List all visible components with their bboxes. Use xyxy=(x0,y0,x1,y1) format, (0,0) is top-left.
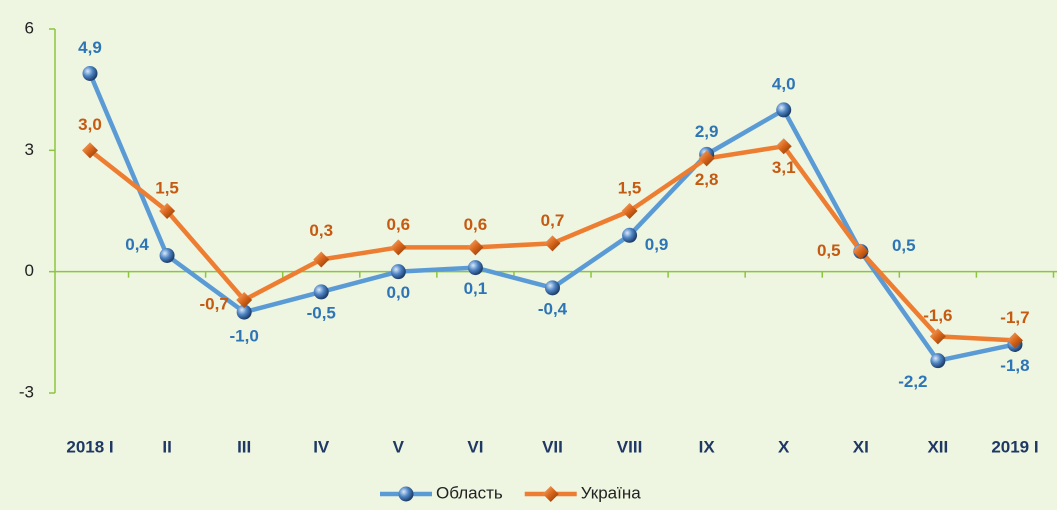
y-tick-label: 0 xyxy=(25,261,34,280)
data-label: -1,8 xyxy=(1000,356,1029,375)
data-label: 0,6 xyxy=(464,215,488,234)
point xyxy=(236,304,252,320)
data-label: 4,0 xyxy=(772,74,796,93)
data-label: 0,6 xyxy=(386,215,410,234)
data-label: 1,5 xyxy=(155,178,179,197)
data-label: 0,1 xyxy=(464,279,488,298)
point xyxy=(313,251,330,268)
point xyxy=(622,227,638,243)
x-tick-label: XI xyxy=(853,437,869,456)
point xyxy=(929,328,946,345)
data-label: -1,0 xyxy=(230,327,259,346)
x-tick-label: VIII xyxy=(617,437,643,456)
point xyxy=(313,284,329,300)
point xyxy=(390,264,406,280)
data-label: -0,4 xyxy=(538,299,568,318)
data-label: 0,7 xyxy=(541,211,565,230)
data-label: 0,9 xyxy=(645,235,669,254)
x-tick-label: VII xyxy=(542,437,563,456)
x-tick-label: X xyxy=(778,437,790,456)
data-label: 4,9 xyxy=(78,38,102,57)
point xyxy=(467,239,484,256)
point xyxy=(390,239,407,256)
data-label: 0,5 xyxy=(817,241,841,260)
point xyxy=(398,486,414,502)
data-label: 1,5 xyxy=(618,178,642,197)
x-tick-label: 2019 I xyxy=(991,437,1038,456)
x-tick-label: II xyxy=(162,437,171,456)
point xyxy=(159,203,176,219)
data-label: 0,5 xyxy=(892,236,916,255)
legend-label: Україна xyxy=(581,483,641,502)
point xyxy=(698,150,715,167)
point xyxy=(621,203,638,219)
data-label: -2,2 xyxy=(898,372,927,391)
x-tick-label: III xyxy=(237,437,251,456)
point xyxy=(930,353,946,369)
point xyxy=(544,235,561,252)
point xyxy=(776,102,792,118)
point xyxy=(82,142,98,159)
point xyxy=(236,291,253,308)
data-label: 2,8 xyxy=(695,170,719,189)
point xyxy=(467,260,483,276)
x-tick-label: VI xyxy=(467,437,483,456)
data-label: 0,0 xyxy=(386,283,410,302)
data-label: -1,6 xyxy=(923,306,952,325)
point xyxy=(1006,332,1023,349)
data-label: -0,7 xyxy=(200,294,229,313)
point xyxy=(775,138,792,155)
point xyxy=(159,247,175,263)
point xyxy=(542,486,559,502)
data-label: 3,1 xyxy=(772,158,796,177)
point xyxy=(544,280,560,296)
y-tick-label: 6 xyxy=(25,18,34,37)
x-tick-label: 2018 I xyxy=(66,437,113,456)
y-tick-label: 3 xyxy=(25,140,34,159)
x-tick-label: IV xyxy=(313,437,330,456)
point xyxy=(82,65,98,81)
legend-label: Область xyxy=(436,483,503,502)
data-label: 0,3 xyxy=(309,221,333,240)
x-tick-label: IX xyxy=(699,437,716,456)
x-tick-label: XII xyxy=(927,437,948,456)
data-label: -1,7 xyxy=(1000,308,1029,327)
x-tick-label: V xyxy=(393,437,405,456)
data-label: -0,5 xyxy=(307,303,336,322)
data-label: 2,9 xyxy=(695,122,719,141)
data-label: 0,4 xyxy=(125,235,149,254)
point xyxy=(852,243,869,260)
data-label: 3,0 xyxy=(78,115,102,134)
y-tick-label: -3 xyxy=(19,382,34,401)
